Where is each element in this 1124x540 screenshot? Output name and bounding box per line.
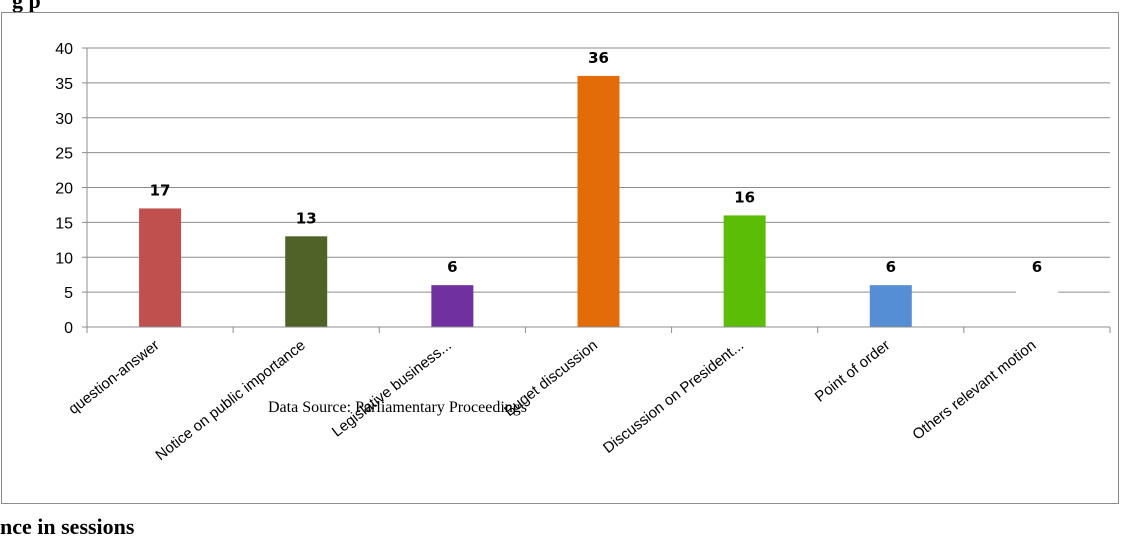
data-source-note: Data Source: Parliamentary Proceedings [268,399,528,416]
bar [139,208,182,327]
chart-frame [1,12,1119,504]
data-label: 6 [447,258,457,276]
data-label: 6 [886,258,896,276]
x-tick-label: Point of order [812,337,893,406]
data-label: 17 [150,181,171,199]
y-tick-label: 15 [55,215,73,232]
y-tick-label: 35 [55,76,73,93]
x-tick-label: Others relevant motion [909,337,1039,444]
y-tick-label: 0 [64,320,73,337]
y-axis-ticks: 0 5 10 15 20 25 30 35 40 [55,41,87,337]
bars [139,75,1058,328]
axes [86,48,1111,333]
data-label: 13 [296,209,317,227]
y-tick-label: 25 [55,146,73,163]
y-tick-label: 10 [55,250,73,267]
bar [1015,285,1058,327]
data-labels: 17 13 6 36 16 6 6 [150,49,1043,276]
x-tick-label: Legislative business... [329,337,455,441]
bar [577,75,620,328]
bar [431,285,474,327]
y-tick-label: 30 [55,111,73,128]
bar [723,215,766,327]
y-tick-label: 5 [64,285,73,302]
y-tick-label: 20 [55,181,73,198]
data-label: 16 [734,188,755,206]
data-label: 6 [1032,258,1042,276]
x-tick-label: question-answer [65,337,162,418]
bar [869,285,912,327]
heading-fragment-top: g p [12,0,41,13]
heading-fragment-bottom: nce in sessions [0,514,135,539]
y-tick-label: 40 [55,41,73,58]
bar [285,236,328,327]
x-tick-label: Discussion on President... [600,337,747,457]
data-label: 36 [588,49,609,67]
